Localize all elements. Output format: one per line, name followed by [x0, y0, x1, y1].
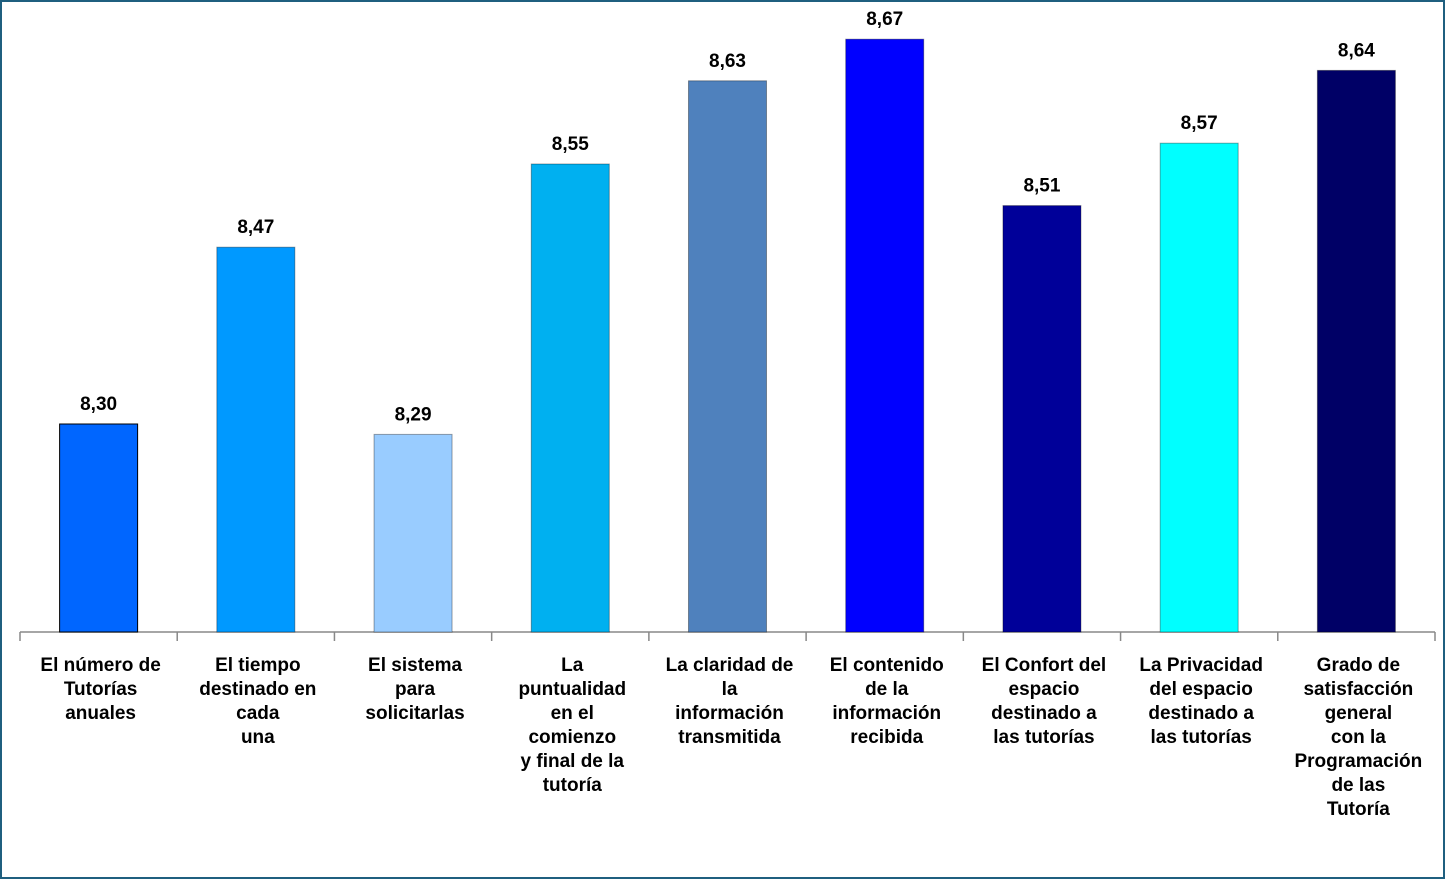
bar: [1316, 69, 1396, 633]
x-tick-label: Grado de satisfacción general con la Pro…: [1294, 655, 1423, 820]
bar: [216, 246, 296, 633]
value-label: 8,51: [1023, 176, 1060, 197]
value-label: 8,30: [80, 394, 117, 415]
value-label: 8,57: [1181, 113, 1218, 134]
value-label: 8,63: [709, 51, 746, 72]
bar: [530, 163, 610, 633]
bar: [845, 38, 925, 633]
value-label: 8,29: [395, 404, 432, 425]
value-label: 8,55: [552, 134, 589, 155]
x-tick-label: El sistema para solicitarlas: [365, 655, 465, 724]
value-label: 8,47: [237, 217, 274, 238]
value-label: 8,67: [866, 9, 903, 30]
x-tick-label: La puntualidad en el comienzo y final de…: [518, 655, 627, 796]
bar: [373, 433, 453, 633]
x-tick-label: El Confort del espacio destinado a las t…: [981, 655, 1107, 748]
bar: [1159, 142, 1239, 633]
x-tick-label: La Privacidad del espacio destinado a la…: [1139, 655, 1263, 748]
x-tick-label: El número de Tutorías anuales: [40, 655, 161, 724]
x-tick-label: El tiempo destinado en cada una: [199, 655, 317, 748]
bar: [1002, 205, 1082, 633]
bar: [59, 423, 139, 633]
bar: [688, 80, 767, 633]
x-tick-label: La claridad de la información transmitid…: [665, 655, 794, 748]
x-tick-label: El contenido de la información recibida: [829, 655, 944, 748]
value-label: 8,64: [1338, 40, 1375, 61]
